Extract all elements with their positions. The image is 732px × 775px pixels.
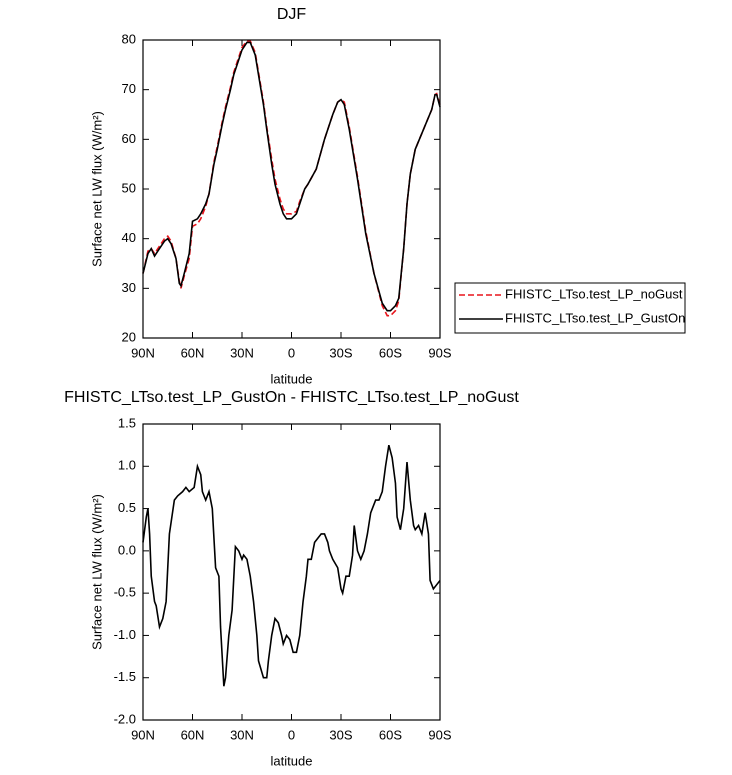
y-tick-label: 40: [122, 230, 136, 245]
x-axis-label: latitude: [271, 371, 313, 386]
series-line: [142, 444, 441, 687]
series-line: [142, 40, 441, 317]
y-tick-label: 0.5: [118, 500, 136, 515]
y-tick-label: 20: [122, 329, 136, 344]
x-tick-label: 60N: [181, 345, 205, 360]
y-tick-label: -1.0: [114, 627, 136, 642]
chart-title: DJF: [277, 6, 307, 23]
x-tick-label: 0: [288, 345, 295, 360]
y-tick-label: 1.0: [118, 458, 136, 473]
x-tick-label: 30N: [230, 727, 254, 742]
y-axis-label: Surface net LW flux (W/m²): [89, 111, 104, 267]
y-tick-label: 0.0: [118, 542, 136, 557]
x-tick-label: 0: [288, 727, 295, 742]
x-tick-label: 60S: [379, 345, 402, 360]
chart-title: FHISTC_LTso.test_LP_GustOn - FHISTC_LTso…: [64, 389, 519, 406]
plot-frame: [142, 423, 441, 721]
series-line: [142, 41, 441, 312]
x-tick-label: 60N: [181, 727, 205, 742]
x-tick-label: 90S: [428, 727, 451, 742]
x-tick-label: 90S: [428, 345, 451, 360]
y-tick-label: -1.5: [114, 669, 136, 684]
legend-label: FHISTC_LTso.test_LP_noGust: [505, 286, 683, 301]
x-tick-label: 90N: [131, 727, 155, 742]
legend-box: [454, 282, 686, 334]
x-tick-label: 30S: [329, 727, 352, 742]
y-axis-label: Surface net LW flux (W/m²): [89, 494, 104, 650]
x-tick-label: 60S: [379, 727, 402, 742]
y-tick-label: -0.5: [114, 585, 136, 600]
x-tick-label: 90N: [131, 345, 155, 360]
y-tick-label: -2.0: [114, 711, 136, 726]
y-tick-label: 80: [122, 31, 136, 46]
plot-frame: [142, 39, 441, 339]
x-tick-label: 30N: [230, 345, 254, 360]
legend-label: FHISTC_LTso.test_LP_GustOn: [505, 310, 685, 325]
y-tick-label: 50: [122, 180, 136, 195]
y-tick-label: 60: [122, 131, 136, 146]
y-tick-label: 70: [122, 81, 136, 96]
y-tick-label: 30: [122, 280, 136, 295]
x-tick-label: 30S: [329, 345, 352, 360]
y-tick-label: 1.5: [118, 415, 136, 430]
x-axis-label: latitude: [271, 753, 313, 768]
